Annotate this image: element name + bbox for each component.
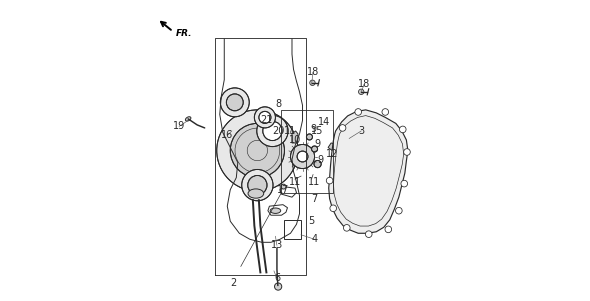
Text: 21: 21 [260, 115, 273, 126]
Polygon shape [329, 110, 408, 233]
Circle shape [281, 184, 286, 189]
Circle shape [404, 149, 410, 155]
Polygon shape [328, 143, 339, 152]
Circle shape [310, 80, 315, 85]
Text: 7: 7 [312, 194, 317, 204]
Circle shape [314, 160, 321, 168]
Circle shape [385, 226, 392, 233]
Text: 3: 3 [358, 126, 364, 136]
Circle shape [274, 283, 282, 290]
Circle shape [297, 151, 308, 162]
Circle shape [263, 121, 282, 141]
Circle shape [395, 207, 402, 214]
Circle shape [230, 123, 284, 178]
Text: 10: 10 [289, 135, 301, 145]
Circle shape [242, 169, 273, 201]
Circle shape [330, 205, 336, 212]
Text: 14: 14 [317, 117, 330, 127]
Text: 18: 18 [307, 67, 319, 77]
Circle shape [382, 109, 389, 115]
Text: 12: 12 [326, 148, 339, 159]
Circle shape [290, 144, 314, 169]
Text: 2: 2 [230, 278, 237, 288]
Ellipse shape [248, 189, 264, 198]
Text: FR.: FR. [176, 29, 192, 38]
Text: 16: 16 [221, 130, 234, 141]
Text: 5: 5 [309, 216, 314, 226]
Text: 13: 13 [271, 240, 283, 250]
Circle shape [259, 111, 271, 123]
Text: 6: 6 [274, 273, 280, 284]
Text: 18: 18 [358, 79, 371, 89]
Text: 17: 17 [277, 185, 290, 195]
Circle shape [339, 125, 346, 131]
Text: 19: 19 [173, 121, 185, 132]
Circle shape [217, 110, 298, 191]
Circle shape [401, 180, 408, 187]
Text: 4: 4 [312, 234, 317, 244]
Circle shape [220, 88, 249, 117]
Circle shape [248, 175, 267, 195]
Circle shape [254, 107, 276, 128]
Circle shape [227, 94, 243, 111]
Circle shape [326, 177, 333, 184]
Text: 20: 20 [272, 126, 284, 136]
Ellipse shape [270, 208, 281, 213]
Circle shape [257, 115, 288, 147]
Text: 15: 15 [312, 126, 324, 136]
Polygon shape [292, 131, 298, 143]
Circle shape [399, 126, 406, 133]
Circle shape [359, 89, 364, 95]
Text: 8: 8 [276, 99, 281, 109]
Circle shape [365, 231, 372, 237]
Text: 9: 9 [310, 124, 316, 135]
Text: 11: 11 [289, 177, 301, 187]
Text: 11: 11 [309, 177, 321, 187]
Circle shape [343, 225, 350, 231]
Ellipse shape [185, 117, 191, 121]
Text: 9: 9 [317, 154, 324, 165]
Circle shape [306, 134, 313, 140]
Circle shape [355, 109, 362, 115]
Text: 9: 9 [314, 139, 320, 150]
Text: 11: 11 [284, 126, 297, 136]
Circle shape [312, 146, 317, 152]
